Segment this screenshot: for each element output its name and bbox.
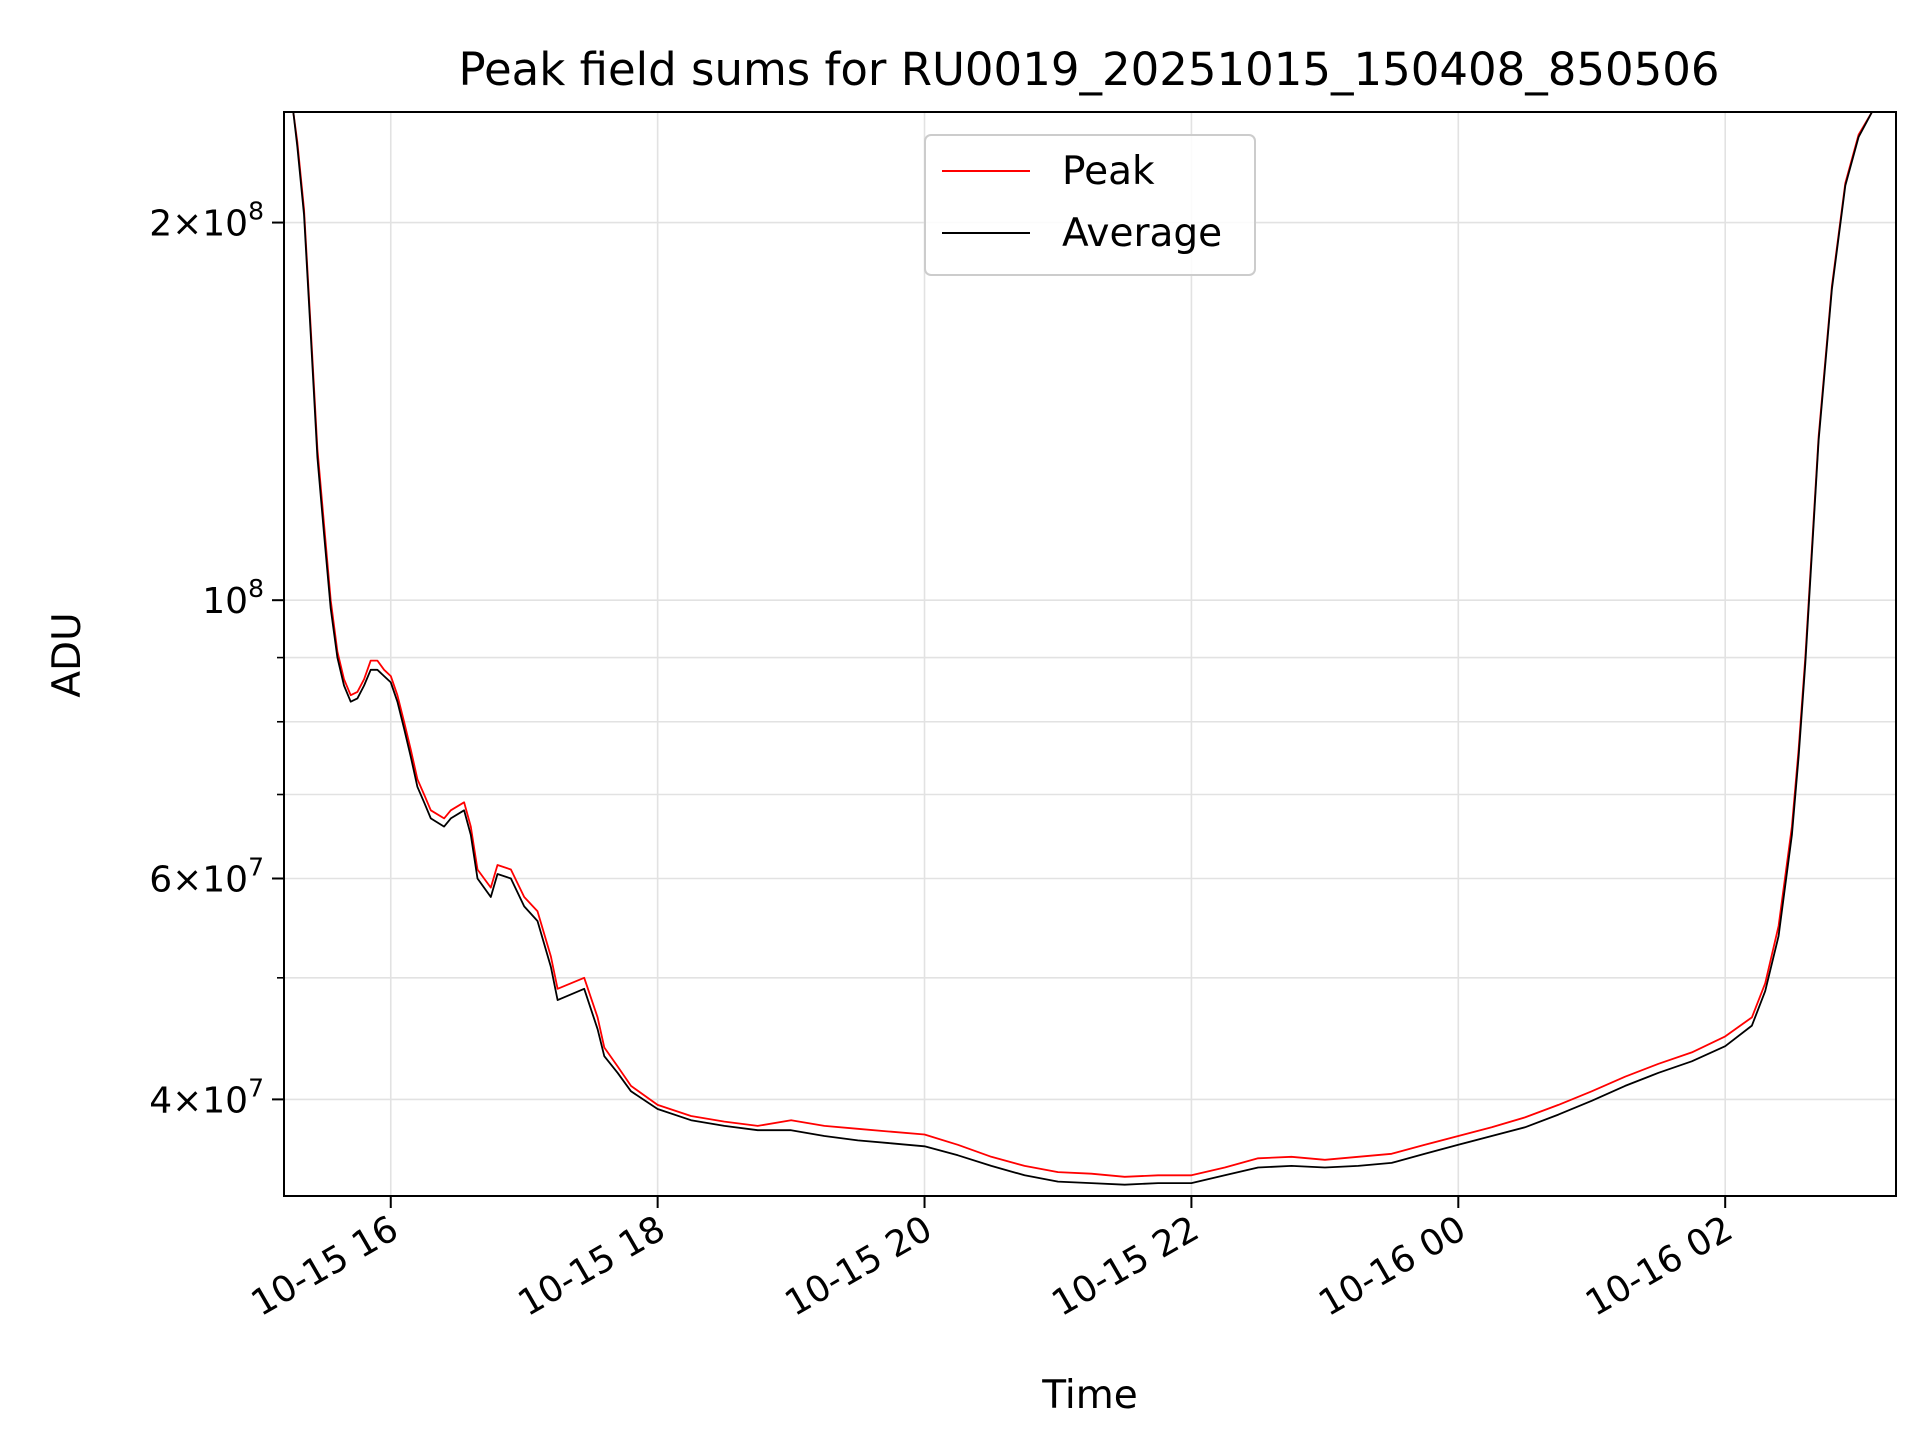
y-axis-label: ADU	[45, 612, 90, 697]
series-line-average	[284, 112, 1896, 1186]
series-line-peak	[284, 112, 1896, 1178]
x-axis-label: Time	[1041, 1373, 1137, 1418]
y-tick-label: 2×108	[149, 197, 264, 245]
legend-label-peak: Peak	[1062, 149, 1155, 194]
y-tick-label: 6×107	[149, 852, 264, 900]
chart-title: Peak field sums for RU0019_20251015_1504…	[458, 43, 1719, 96]
legend: Peak Average	[924, 134, 1256, 276]
legend-label-average: Average	[1062, 211, 1222, 256]
y-axis: 4×107 6×107 108 2×108	[149, 197, 284, 1121]
y-tick-label: 108	[202, 574, 264, 622]
y-tick-label: 4×107	[149, 1073, 264, 1121]
plot-frame	[283, 111, 1897, 1197]
